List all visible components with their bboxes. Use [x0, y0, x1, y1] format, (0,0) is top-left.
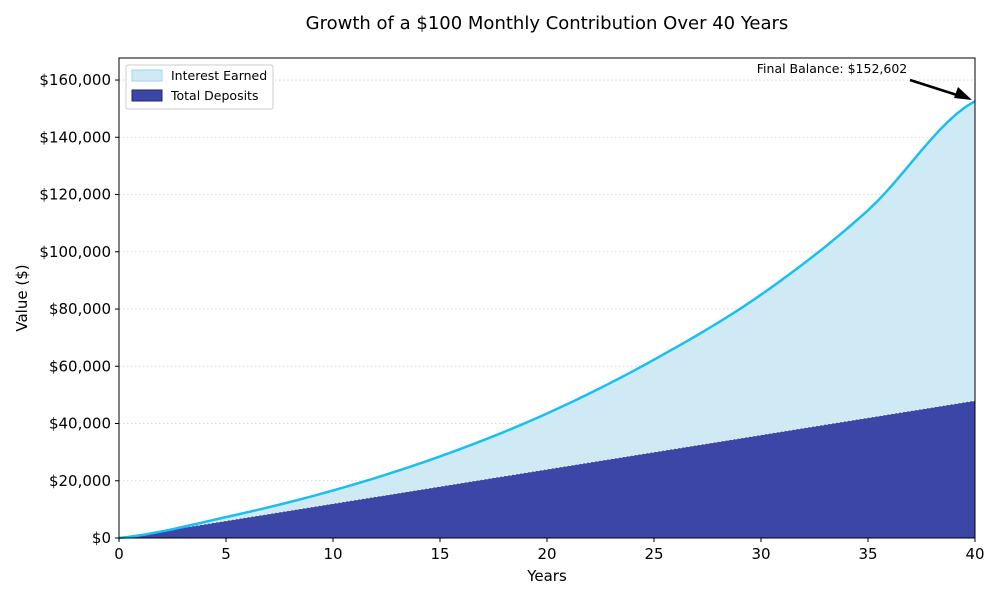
annotation-text: Final Balance: $152,602: [757, 61, 907, 76]
y-tick-label: $160,000: [39, 71, 111, 89]
x-tick-label: 30: [751, 545, 770, 563]
x-tick-label: 20: [537, 545, 556, 563]
x-tick-label: 0: [114, 545, 124, 563]
annotation-arrowhead: [954, 87, 972, 100]
total-deposits-line: [118, 400, 976, 539]
x-tick-label: 25: [644, 545, 663, 563]
y-tick-label: $120,000: [39, 186, 111, 204]
x-tick-label: 10: [323, 545, 342, 563]
legend-swatch-deposits: [131, 89, 163, 102]
annotation-arrow-line: [909, 78, 961, 98]
y-tick-label: $80,000: [49, 300, 111, 318]
legend-box: [125, 64, 274, 110]
interest-earned-area: [119, 101, 975, 539]
y-tick-label: $40,000: [49, 415, 111, 433]
line-layer: [118, 100, 976, 540]
final-balance-annotation: Final Balance: $152,602: [757, 61, 972, 100]
x-tick-label: 15: [430, 545, 449, 563]
y-tick-label: $100,000: [39, 243, 111, 261]
x-tick-label: 35: [858, 545, 877, 563]
y-tick-label: $20,000: [49, 472, 111, 490]
y-tick-label: $60,000: [49, 357, 111, 375]
axis-ticks: 0 5 10 15 20 25 30 35 40 $0 $20,000 $40,000 $60,000 $…: [39, 71, 984, 563]
total-balance-line: [118, 100, 976, 540]
legend-swatch-interest: [131, 69, 163, 82]
legend-label-interest: Interest Earned: [171, 68, 267, 83]
x-tick-label: 5: [221, 545, 231, 563]
x-axis-label: Years: [526, 567, 567, 585]
y-tick-label: $0: [92, 529, 111, 547]
y-axis-label: Value ($): [13, 264, 31, 331]
area-layer: [119, 101, 975, 539]
chart-title: Growth of a $100 Monthly Contribution Ov…: [306, 13, 789, 34]
legend: Interest Earned Total Deposits: [125, 64, 274, 110]
legend-label-deposits: Total Deposits: [170, 88, 258, 103]
x-tick-label: 40: [965, 545, 984, 563]
y-tick-label: $140,000: [39, 128, 111, 146]
